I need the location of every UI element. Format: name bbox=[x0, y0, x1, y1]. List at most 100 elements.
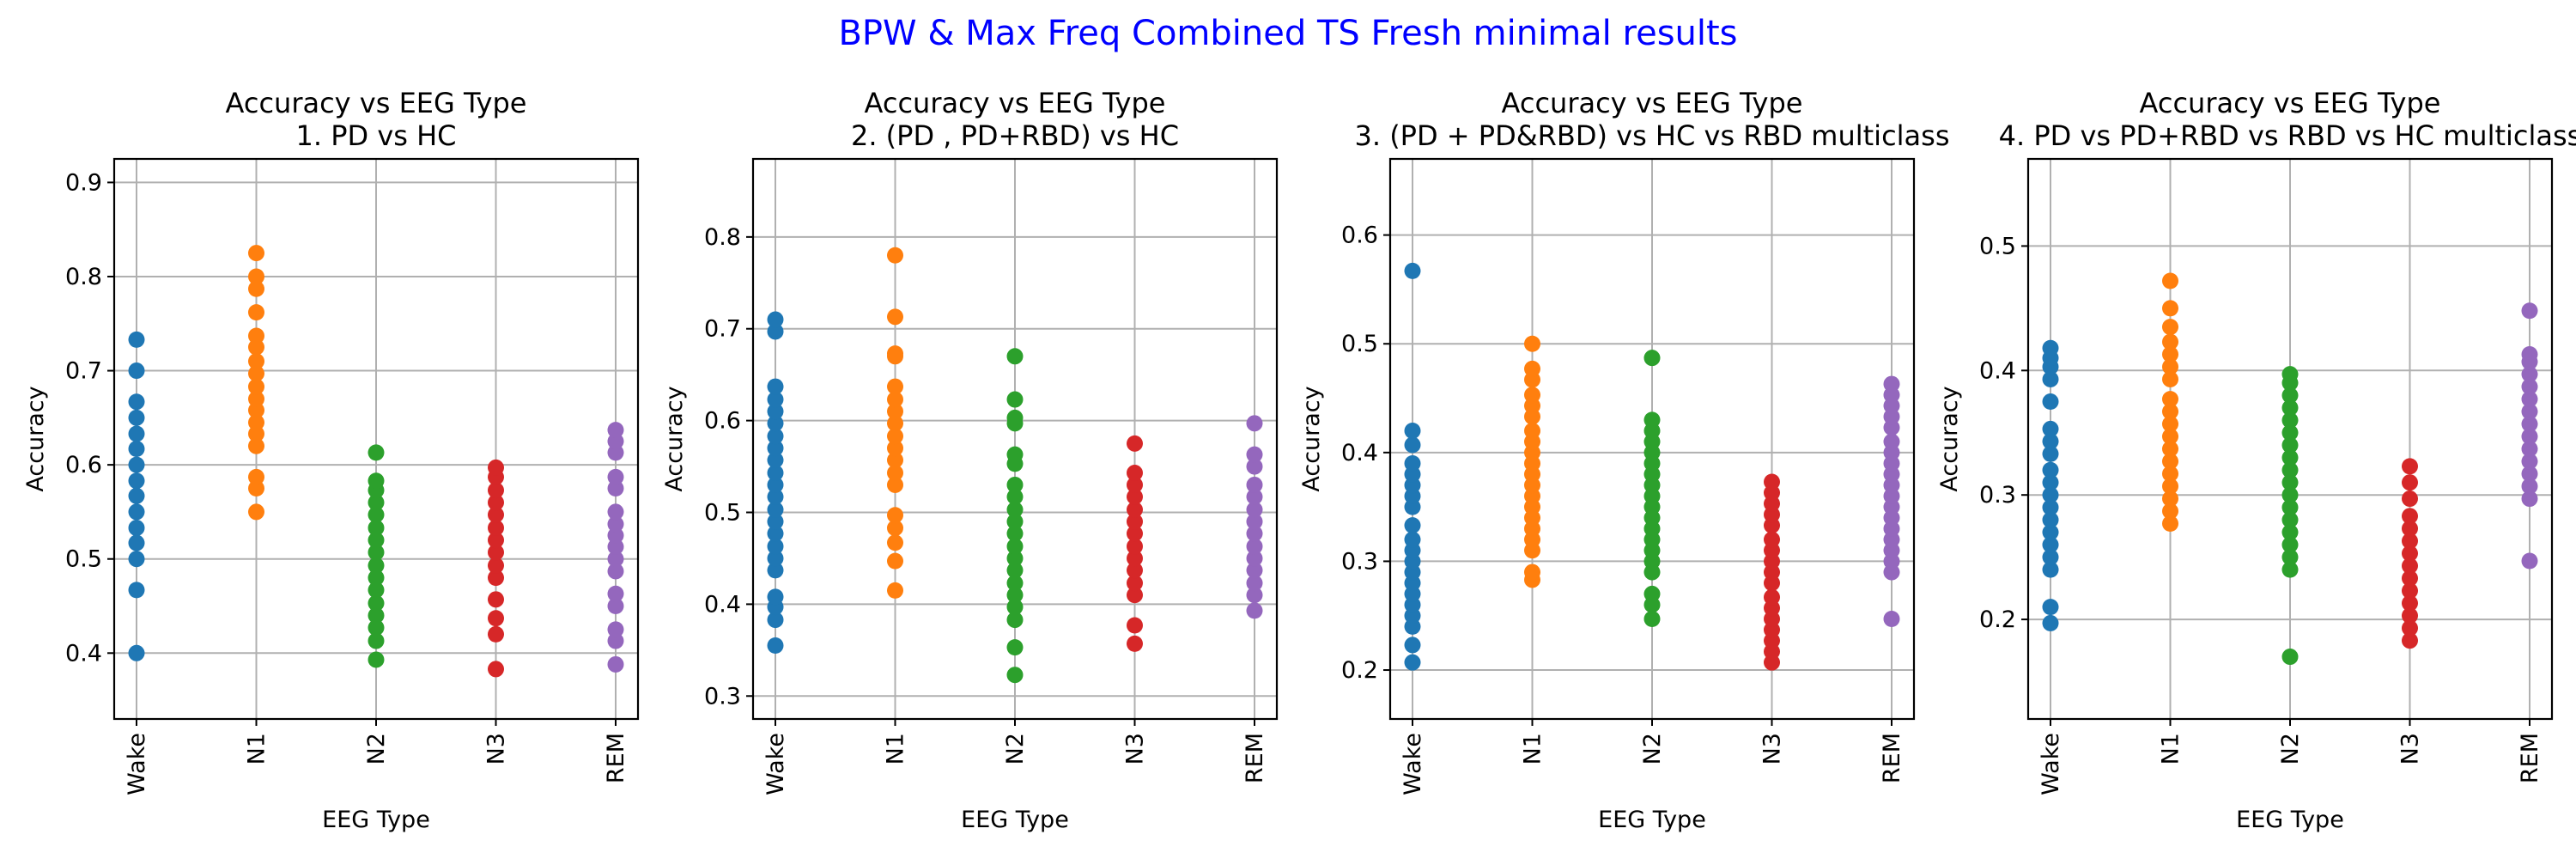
data-point bbox=[607, 551, 624, 568]
data-point bbox=[887, 465, 903, 482]
data-point bbox=[1883, 611, 1900, 628]
data-point bbox=[128, 487, 145, 504]
y-tick-label: 0.5 bbox=[1341, 331, 1378, 357]
data-point bbox=[767, 488, 784, 505]
x-tick-label: Wake bbox=[762, 733, 789, 795]
panel-title-line2: 2. (PD , PD+RBD) vs HC bbox=[851, 119, 1179, 152]
data-point bbox=[2281, 536, 2299, 553]
data-point bbox=[368, 520, 385, 537]
data-point bbox=[368, 651, 385, 668]
data-point bbox=[2521, 478, 2538, 495]
data-point bbox=[2521, 416, 2538, 433]
data-point bbox=[248, 425, 264, 442]
x-tick-label: N2 bbox=[2277, 733, 2304, 765]
data-point bbox=[128, 362, 145, 380]
data-point bbox=[1006, 612, 1024, 629]
data-point bbox=[887, 452, 903, 469]
panel-title-line2: 3. (PD + PD&RBD) vs HC vs RBD multiclass bbox=[1354, 119, 1949, 152]
data-point bbox=[2402, 582, 2418, 600]
data-point bbox=[887, 534, 903, 551]
data-point bbox=[2042, 561, 2059, 578]
data-point bbox=[368, 544, 385, 561]
data-point bbox=[368, 506, 385, 523]
data-point bbox=[607, 598, 624, 615]
data-point bbox=[2162, 515, 2178, 533]
data-point bbox=[2162, 416, 2178, 433]
data-point bbox=[368, 532, 385, 549]
data-point bbox=[1006, 667, 1024, 684]
data-point bbox=[1246, 501, 1263, 518]
data-point bbox=[1524, 360, 1540, 377]
data-point bbox=[1127, 587, 1143, 604]
data-point bbox=[248, 268, 264, 285]
data-point bbox=[128, 456, 145, 473]
data-point bbox=[767, 391, 784, 408]
y-tick-label: 0.4 bbox=[704, 591, 741, 618]
data-point bbox=[2162, 503, 2178, 520]
x-tick-label: REM bbox=[2517, 733, 2543, 783]
data-point bbox=[368, 570, 385, 587]
data-point bbox=[1006, 550, 1024, 567]
data-point bbox=[1524, 335, 1540, 352]
data-point bbox=[1764, 473, 1780, 490]
y-tick-label: 0.7 bbox=[704, 316, 741, 343]
data-point bbox=[128, 520, 145, 537]
data-point bbox=[128, 582, 145, 599]
data-point bbox=[2402, 490, 2418, 508]
x-tick-label: REM bbox=[1879, 733, 1905, 783]
data-point bbox=[1246, 513, 1263, 530]
data-point bbox=[488, 494, 504, 511]
data-point bbox=[767, 525, 784, 542]
data-point bbox=[1006, 446, 1024, 463]
x-tick-label: N1 bbox=[1520, 733, 1546, 765]
data-point bbox=[1006, 639, 1024, 656]
data-point bbox=[2162, 466, 2178, 483]
data-point bbox=[128, 393, 145, 411]
y-tick-label: 0.5 bbox=[1979, 233, 2016, 259]
data-point bbox=[368, 606, 385, 624]
data-point bbox=[2042, 420, 2059, 437]
data-point bbox=[1246, 550, 1263, 567]
data-point bbox=[2402, 619, 2418, 637]
data-point bbox=[1006, 348, 1024, 365]
data-point bbox=[767, 476, 784, 493]
data-point bbox=[2042, 474, 2059, 491]
data-point bbox=[248, 503, 264, 521]
data-point bbox=[2402, 607, 2418, 624]
data-point bbox=[2521, 403, 2538, 420]
data-point bbox=[2402, 520, 2418, 537]
data-point bbox=[1404, 517, 1421, 534]
x-axis-label: EEG Type bbox=[2236, 807, 2344, 833]
data-point bbox=[767, 378, 784, 395]
data-point bbox=[607, 538, 624, 555]
data-point bbox=[1404, 654, 1421, 671]
data-point bbox=[248, 280, 264, 297]
chart-panel-2: 0.3 0.4 0.5 0.6 0.7 0.8 Wake N1 N2 N3 REM EEG Type A… bbox=[661, 87, 1279, 833]
data-point bbox=[488, 482, 504, 499]
data-point bbox=[368, 472, 385, 490]
data-point bbox=[2281, 461, 2299, 478]
data-point bbox=[887, 378, 903, 395]
data-point bbox=[2521, 366, 2538, 383]
data-point bbox=[1643, 411, 1661, 429]
data-point bbox=[1006, 587, 1024, 604]
data-point bbox=[1127, 617, 1143, 634]
y-tick-label: 0.4 bbox=[1979, 357, 2016, 384]
x-tick-label: Wake bbox=[1400, 733, 1426, 795]
data-point bbox=[2042, 524, 2059, 541]
data-point bbox=[1006, 409, 1024, 426]
y-tick-label: 0.6 bbox=[1341, 222, 1378, 249]
figure-suptitle: BPW & Max Freq Combined TS Fresh minimal… bbox=[838, 14, 1737, 53]
data-point bbox=[1127, 575, 1143, 592]
x-tick-label: N3 bbox=[483, 733, 510, 765]
y-tick-label: 0.7 bbox=[65, 358, 102, 385]
data-point bbox=[1246, 415, 1263, 432]
data-point bbox=[248, 390, 264, 407]
data-point bbox=[1006, 562, 1024, 579]
data-point bbox=[1404, 262, 1421, 279]
x-tick-label: N1 bbox=[244, 733, 270, 765]
data-point bbox=[488, 557, 504, 574]
y-tick-label: 0.3 bbox=[1341, 548, 1378, 575]
data-point bbox=[2402, 458, 2418, 475]
